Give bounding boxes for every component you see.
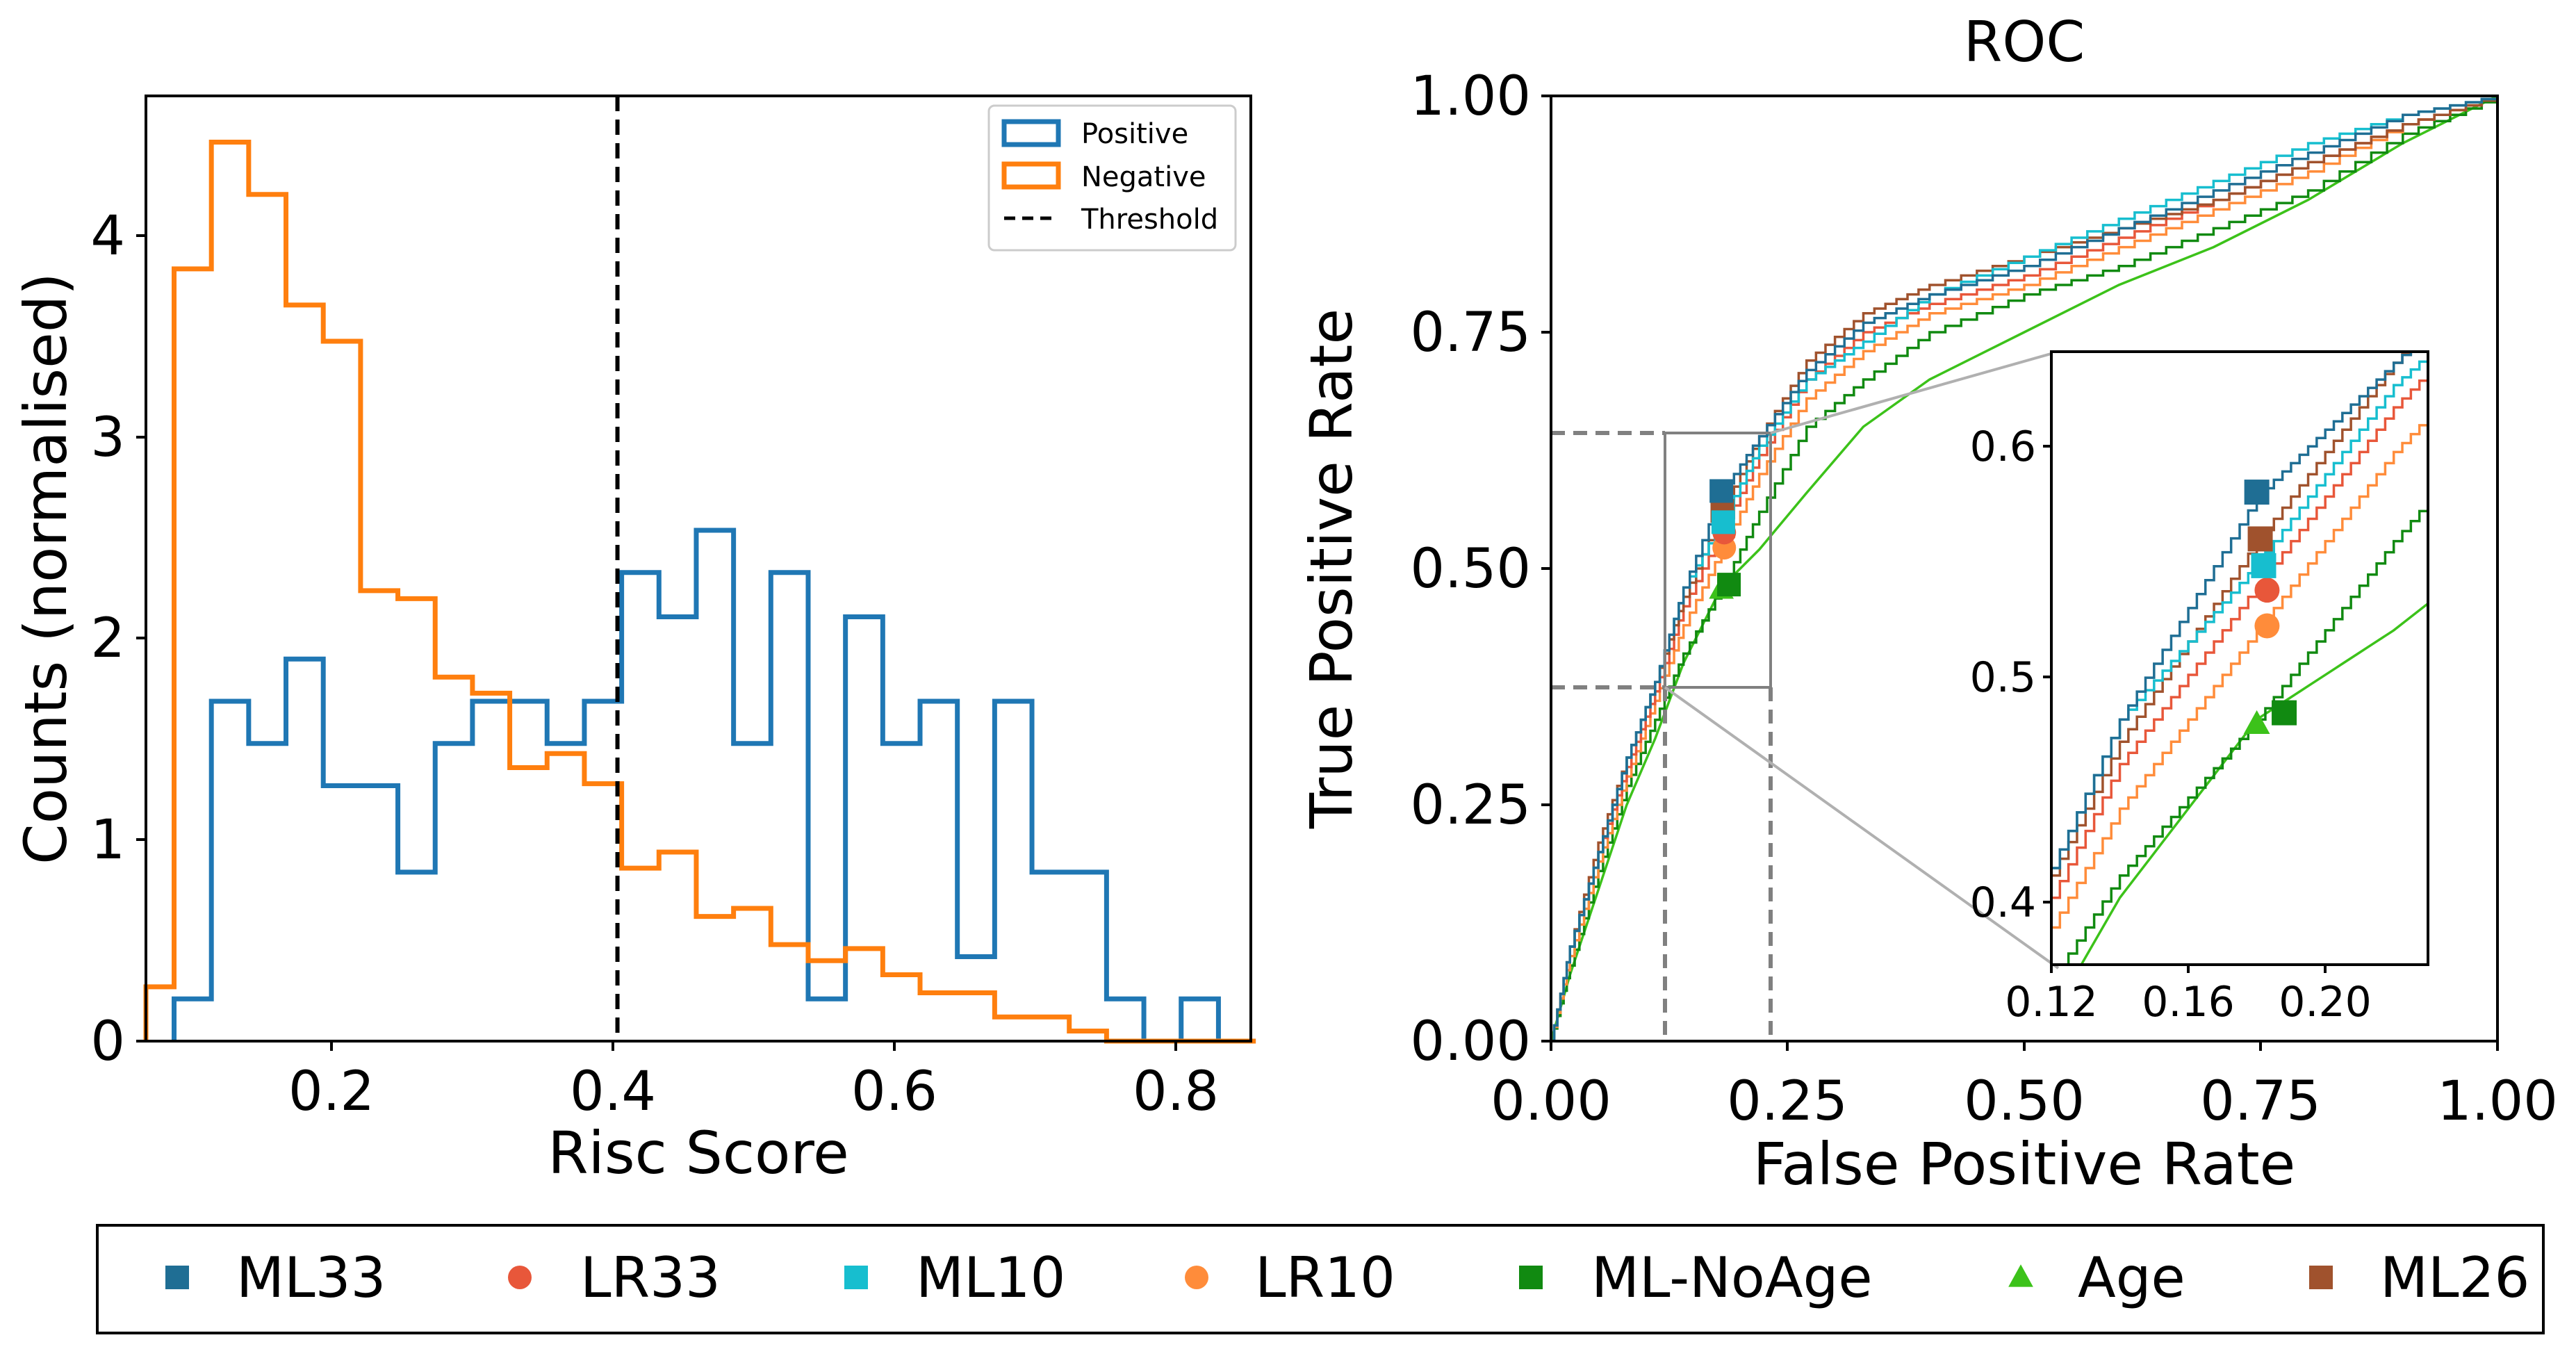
inset-xtick-label: 0.20 — [2279, 978, 2372, 1027]
ml-noage-legend-label: ML-NoAge — [1591, 1245, 1873, 1310]
histogram-x-ticks: 0.2 0.4 0.6 0.8 — [288, 1041, 1219, 1123]
ml-noage-inset-operating-point — [2272, 700, 2297, 726]
lr10-legend-label: LR10 — [1255, 1245, 1395, 1310]
zoom-indicator — [1551, 350, 2060, 1041]
ml26-roc-curve — [1551, 96, 2499, 1043]
roc-inset: 0.12 0.16 0.20 0.4 0.5 0.6 — [1970, 350, 2429, 1027]
ml33-roc-curve — [1551, 96, 2499, 1043]
ml33-operating-point — [1709, 479, 1734, 503]
roc-ytick-label: 0.50 — [1410, 538, 1531, 600]
roc-curves — [1550, 95, 2499, 1043]
ml-noage-operating-point — [1717, 573, 1741, 597]
roc-xtick-label: 0.75 — [2200, 1070, 2321, 1133]
roc-panel: ROC 0.00 0.25 0.50 0.75 1.00 — [1297, 10, 2558, 1198]
hist-ytick-label: 4 — [90, 205, 125, 268]
lr10-legend-marker — [1185, 1266, 1208, 1289]
hist-xtick-label: 0.6 — [851, 1061, 937, 1123]
lr33-inset-curve — [2051, 370, 2428, 916]
roc-xtick-label: 0.50 — [1964, 1070, 2085, 1133]
negative-legend-label: Negative — [1081, 161, 1206, 193]
inset-ytick-label: 0.4 — [1970, 878, 2036, 927]
ml33-inset-operating-point — [2244, 480, 2270, 505]
roc-y-ticks: 0.00 0.25 0.50 0.75 1.00 — [1410, 65, 1551, 1073]
histogram-axes-frame — [145, 95, 1252, 1043]
ml10-operating-point — [1711, 510, 1735, 534]
roc-ytick-label: 0.00 — [1410, 1011, 1531, 1073]
age-legend-marker — [2008, 1264, 2033, 1287]
inset-ytick-label: 0.6 — [1970, 423, 2036, 471]
hist-xtick-label: 0.8 — [1133, 1061, 1219, 1123]
inset-ytick-label: 0.5 — [1970, 653, 2036, 702]
inset-curves — [2051, 352, 2428, 965]
positive-legend-label: Positive — [1081, 118, 1188, 150]
hist-xtick-label: 0.4 — [570, 1061, 656, 1123]
zoom-region-box — [1664, 432, 1772, 689]
histogram-bars — [143, 140, 1256, 1044]
roc-title: ROC — [1964, 10, 2085, 74]
ml26-legend-label: ML26 — [2380, 1245, 2529, 1310]
positive-histogram-step — [172, 528, 1256, 1044]
hist-ytick-label: 1 — [90, 809, 125, 872]
ml33-inset-curve — [2051, 352, 2413, 888]
ml-noage-inset-curve — [2067, 500, 2428, 965]
hist-legend-box — [987, 104, 1237, 252]
roc-xtick-label: 1.00 — [2437, 1070, 2558, 1133]
hist-ytick-label: 2 — [90, 607, 125, 670]
ml26-legend-marker — [2309, 1266, 2333, 1289]
histogram-y-ticks: 0 1 2 3 4 — [90, 205, 146, 1073]
age-inset-operating-point — [2243, 710, 2270, 735]
roc-ytick-label: 0.25 — [1410, 774, 1531, 837]
ml33-legend-label: ML33 — [236, 1245, 386, 1310]
zoom-connector — [1770, 350, 2059, 434]
age-roc-curve — [1550, 95, 2498, 1042]
inset-x-ticks: 0.12 0.16 0.20 — [2005, 965, 2372, 1027]
negative-histogram-step — [143, 140, 1256, 1044]
roc-y-axis-label: True Positive Rate — [1297, 309, 1365, 829]
roc-x-axis-label: False Positive Rate — [1753, 1130, 2296, 1198]
threshold-legend-label: Threshold — [1081, 204, 1218, 236]
inset-y-ticks: 0.4 0.5 0.6 — [1970, 423, 2051, 927]
ml33-legend-marker — [165, 1266, 189, 1289]
ml26-inset-operating-point — [2247, 526, 2273, 552]
ml-noage-legend-marker — [1519, 1266, 1543, 1289]
age-legend-label: Age — [2078, 1245, 2185, 1310]
inset-xtick-label: 0.16 — [2142, 978, 2235, 1027]
hist-xtick-label: 0.2 — [288, 1061, 375, 1123]
hist-ytick-label: 3 — [90, 407, 125, 469]
roc-xtick-label: 0.25 — [1727, 1070, 1848, 1133]
roc-ytick-label: 0.75 — [1410, 302, 1531, 364]
ml10-inset-operating-point — [2251, 553, 2276, 578]
ml10-legend-label: ML10 — [916, 1245, 1065, 1310]
roc-operating-points — [1709, 479, 1741, 599]
model-legend-items: ML33 LR33 ML10 LR10 ML-NoAge Age ML26 — [165, 1245, 2529, 1310]
histogram-panel: 0.2 0.4 0.6 0.8 0 1 2 3 4 Risc Score Cou… — [12, 95, 1256, 1187]
hist-x-axis-label: Risc Score — [548, 1119, 849, 1187]
lr10-inset-curve — [2051, 415, 2428, 944]
lr33-legend-marker — [508, 1266, 532, 1289]
zoom-connector — [1664, 686, 2060, 970]
lr10-inset-operating-point — [2254, 613, 2280, 639]
inset-operating-points — [2243, 480, 2297, 735]
negative-legend-swatch — [1001, 161, 1061, 190]
roc-xtick-label: 0.00 — [1491, 1070, 1611, 1133]
roc-x-ticks: 0.00 0.25 0.50 0.75 1.00 — [1491, 1041, 2558, 1133]
positive-legend-swatch — [1001, 119, 1061, 147]
hist-y-axis-label: Counts (normalised) — [12, 272, 80, 865]
inset-xtick-label: 0.12 — [2005, 978, 2098, 1027]
inset-frame — [2050, 350, 2429, 966]
roc-ytick-label: 1.00 — [1410, 65, 1531, 128]
histogram-legend: Positive Negative Threshold — [987, 104, 1237, 252]
lr33-legend-label: LR33 — [580, 1245, 721, 1310]
lr33-inset-operating-point — [2254, 578, 2280, 603]
hist-ytick-label: 0 — [90, 1011, 125, 1073]
ml10-legend-marker — [844, 1266, 868, 1289]
model-legend: ML33 LR33 ML10 LR10 ML-NoAge Age ML26 — [96, 1224, 2545, 1334]
model-legend-box — [96, 1224, 2545, 1334]
